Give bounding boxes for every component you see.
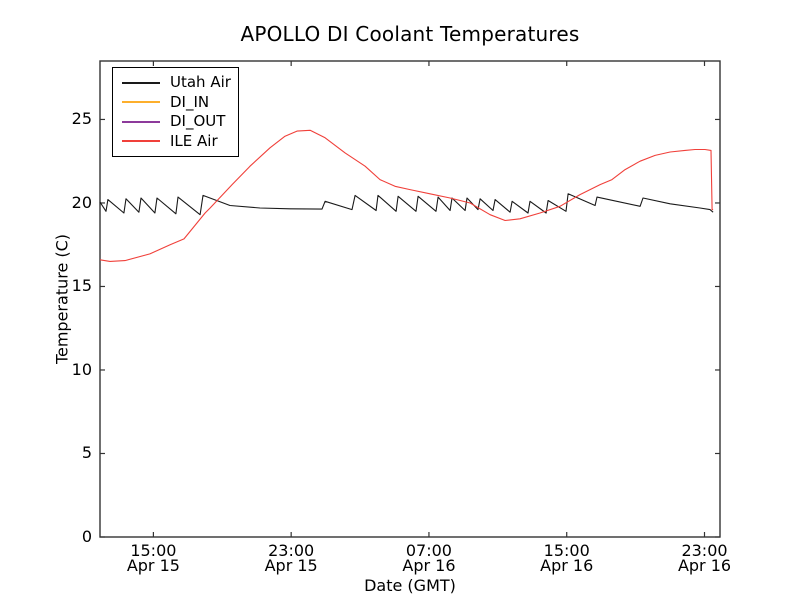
legend-line-swatch: [122, 120, 160, 123]
x-tick-time: 23:00: [681, 541, 728, 560]
y-tick-label: 20: [71, 192, 92, 212]
chart-title: APOLLO DI Coolant Temperatures: [240, 22, 580, 46]
x-tick-date: Apr 16: [540, 556, 594, 575]
legend-line-swatch: [122, 101, 160, 104]
x-tick-time: 15:00: [130, 541, 177, 560]
legend-item: DI_IN: [122, 93, 230, 113]
legend-label: Utah Air: [170, 73, 231, 92]
x-tick-time: 07:00: [405, 541, 452, 560]
legend-item: DI_OUT: [122, 112, 230, 132]
x-axis-label: Date (GMT): [364, 576, 456, 595]
legend-label: ILE Air: [170, 131, 218, 150]
legend-label: DI_OUT: [170, 112, 226, 131]
legend-box: Utah Air DI_IN DI_OUT ILE Air: [112, 67, 239, 157]
legend-item: ILE Air: [122, 132, 230, 152]
y-tick-label: 10: [71, 359, 92, 379]
x-tick-label: 15:00 Apr 16: [522, 539, 612, 575]
axes-spines: [99, 60, 721, 538]
legend-item: Utah Air: [122, 73, 231, 93]
x-tick-label: 07:00 Apr 16: [384, 539, 474, 575]
legend-line-swatch: [122, 140, 160, 143]
y-tick-label: 5: [81, 443, 92, 463]
series-line-utah-air: [99, 193, 714, 216]
y-tick-label: 15: [71, 276, 92, 296]
x-tick-date: Apr 15: [126, 556, 180, 575]
x-tick-date: Apr 16: [677, 556, 732, 575]
y-tick-label: 25: [71, 109, 92, 129]
x-tick-date: Apr 16: [402, 556, 456, 575]
y-axis-label: Temperature (C): [52, 233, 72, 365]
x-tick-label: 23:00 Apr 15: [246, 539, 336, 575]
legend-label: DI_IN: [170, 92, 210, 111]
x-tick-time: 23:00: [268, 541, 315, 560]
x-tick-time: 15:00: [543, 541, 590, 560]
x-tick-label: 15:00 Apr 15: [108, 539, 198, 575]
x-tick-date: Apr 15: [264, 556, 318, 575]
y-tick-label: 0: [81, 527, 92, 546]
legend-line-swatch: [122, 81, 160, 84]
x-tick-label: 23:00 Apr 16: [660, 539, 750, 575]
series-line-ile-air: [99, 129, 714, 262]
